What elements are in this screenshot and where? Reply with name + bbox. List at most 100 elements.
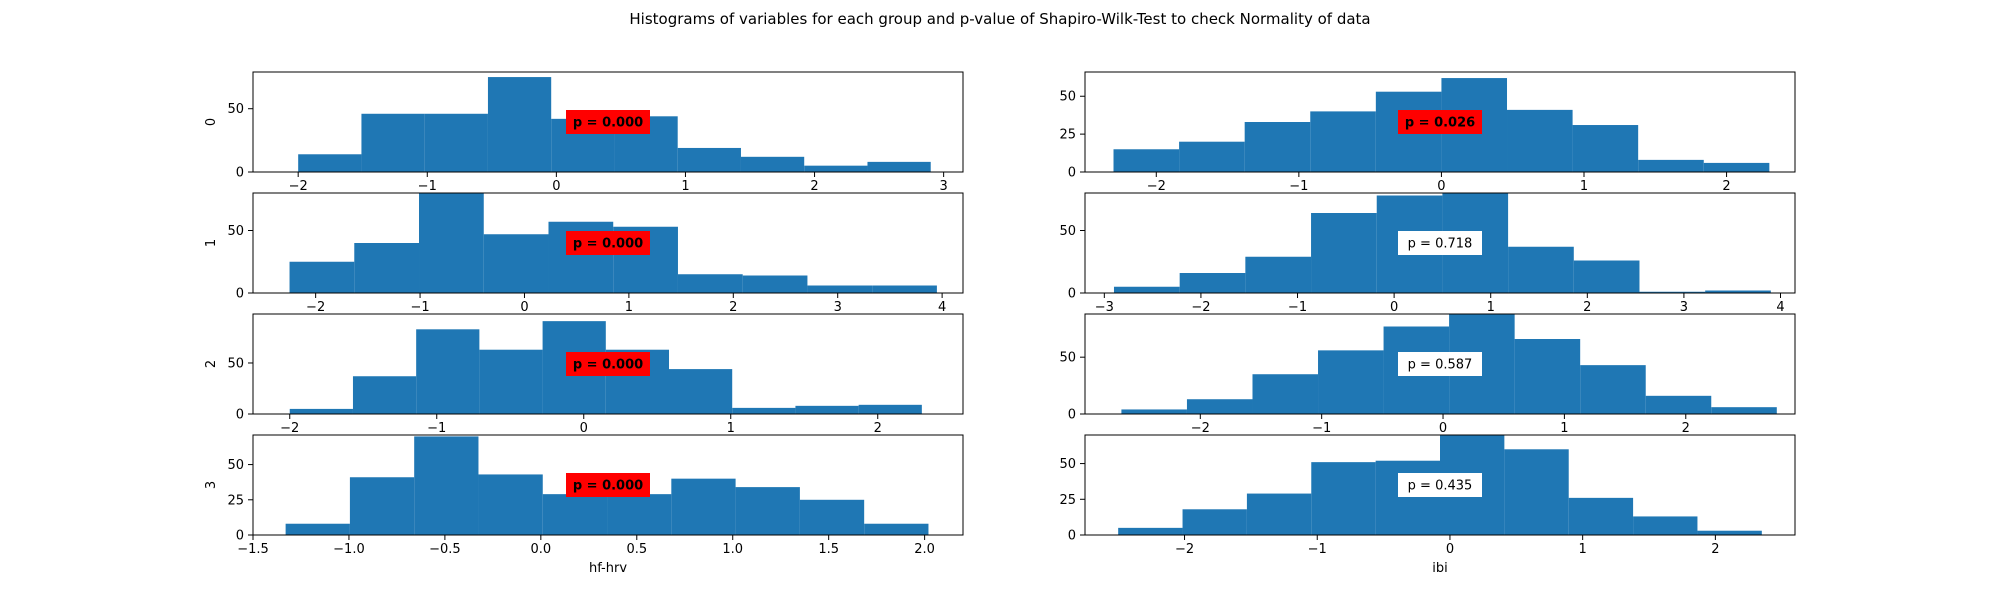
histogram-bar: [361, 113, 425, 172]
histogram-bar: [1179, 273, 1246, 293]
x-tick-label: −1: [418, 179, 437, 194]
x-tick-label: 0: [580, 421, 588, 436]
histogram-bar: [1705, 290, 1771, 293]
histogram-bar: [867, 161, 931, 172]
histogram-bar: [414, 436, 479, 535]
x-tick-label: −1.0: [333, 542, 365, 557]
histogram-bar: [1514, 339, 1581, 414]
subplot-hf-hrv-group-0: −2 −1 0 1 2 3 0 50 0 p = 0.000: [204, 71, 964, 194]
p-value-label: p = 0.000: [573, 479, 643, 494]
axes-frame: [1084, 313, 1796, 415]
x-axis-label: ibi: [1432, 561, 1447, 576]
x-tick-label: −1: [1288, 300, 1307, 315]
y-tick-label: 0: [236, 166, 244, 181]
p-value-box: [566, 352, 650, 376]
histogram-bar: [1508, 246, 1574, 293]
x-tick-label: −1: [1289, 179, 1308, 194]
subplot-ibi-group-3: −2 −1 0 1 2 0 25 50 ibi p = 0.435: [1059, 434, 1796, 576]
x-tick-label: −2: [280, 421, 299, 436]
x-tick-label: 2: [1711, 542, 1719, 557]
y-tick-label: 25: [227, 493, 244, 508]
axes-frame: [1084, 192, 1796, 294]
histogram-bar: [1697, 530, 1762, 535]
x-tick-label: 2.0: [914, 542, 935, 557]
axes-frame: [1084, 434, 1796, 536]
histogram-bar: [1179, 141, 1245, 172]
x-tick-label: 3: [834, 300, 842, 315]
histogram-bar: [479, 349, 543, 414]
y-tick-label: 25: [1059, 128, 1076, 143]
x-tick-label: 3: [939, 179, 947, 194]
x-tick-label: 0: [1446, 542, 1454, 557]
histogram-bar: [735, 487, 800, 535]
x-tick-label: 2: [729, 300, 737, 315]
y-tick-label: 0: [236, 408, 244, 423]
x-tick-label: 0: [1439, 421, 1447, 436]
p-value-box: [1398, 231, 1482, 255]
histogram-bar: [1638, 159, 1704, 172]
histogram-bar: [424, 113, 488, 172]
y-tick-label: 0: [1068, 166, 1076, 181]
x-tick-label: −2: [1175, 542, 1194, 557]
histogram-bar: [289, 261, 355, 293]
histogram-bar: [419, 193, 484, 293]
histogram-bar: [740, 156, 805, 172]
p-value-label: p = 0.718: [1408, 237, 1473, 252]
histogram-bar: [1245, 256, 1312, 293]
y-axis-label: 1: [204, 239, 219, 247]
x-tick-label: 0.0: [530, 542, 551, 557]
p-value-box: [566, 110, 650, 134]
y-tick-label: 0: [1068, 529, 1076, 544]
y-tick-label: 50: [227, 458, 244, 473]
figure-title: Histograms of variables for each group a…: [629, 10, 1370, 28]
x-tick-label: 2: [1722, 179, 1730, 194]
histogram-bar: [1645, 395, 1712, 414]
histogram-bar: [483, 234, 549, 293]
histogram-bar: [1118, 527, 1183, 535]
histogram-bar: [1246, 493, 1312, 535]
p-value-box: [1398, 352, 1482, 376]
histogram-bar: [1311, 462, 1376, 535]
x-tick-label: 4: [938, 300, 946, 315]
histogram-bar: [1507, 109, 1573, 172]
x-tick-label: −2: [1191, 300, 1210, 315]
subplot-ibi-group-0: −2 −1 0 1 2 0 25 50 p = 0.026: [1059, 71, 1796, 194]
subplot-hf-hrv-group-2: −2 −1 0 1 2 0 50 2 p = 0.000: [204, 313, 964, 436]
x-tick-label: 3: [1680, 300, 1688, 315]
histogram-bar: [349, 477, 415, 535]
histogram-bar: [1375, 460, 1440, 535]
histogram-bar: [1568, 497, 1634, 535]
p-value-label: p = 0.026: [1405, 116, 1475, 131]
histogram-bar: [1311, 213, 1377, 293]
histogram-bar: [298, 154, 362, 172]
p-value-label: p = 0.000: [573, 358, 643, 373]
x-tick-label: −0.5: [429, 542, 461, 557]
y-tick-label: 0: [236, 529, 244, 544]
x-axis-label: hf-hrv: [589, 561, 627, 576]
y-tick-label: 50: [1059, 351, 1076, 366]
subplot-hf-hrv-group-1: −2 −1 0 1 2 3 4 0 50 1 p = 0.000: [204, 192, 964, 315]
y-tick-label: 50: [227, 102, 244, 117]
axes-frame: [252, 313, 964, 415]
histogram-bar: [1318, 350, 1384, 414]
subplot-ibi-group-1: −3 −2 −1 0 1 2 3 4 0 50 p = 0.718: [1059, 192, 1796, 315]
x-tick-label: 1: [727, 421, 735, 436]
histogram-bar: [1182, 509, 1247, 535]
x-tick-label: −1: [1312, 421, 1331, 436]
x-tick-label: 4: [1776, 300, 1784, 315]
histogram-bar: [416, 329, 480, 414]
histogram-bar: [1580, 365, 1646, 414]
y-tick-label: 0: [236, 287, 244, 302]
subplot-hf-hrv-group-3: −1.5 −1.0 −0.5 0.0 0.5 1.0 1.5 2.0 0 25 50 3 hf-hrv p…: [204, 434, 964, 576]
histogram-bar: [607, 494, 672, 535]
x-tick-label: 1.0: [722, 542, 743, 557]
histogram-bar: [864, 523, 929, 535]
histogram-bar: [1252, 374, 1319, 414]
subplot-ibi-group-2: −2 −1 0 1 2 0 50 p = 0.587: [1059, 313, 1796, 436]
histogram-bar: [478, 474, 543, 535]
histogram-bar: [1186, 399, 1253, 414]
axes-frame: [252, 71, 964, 173]
histogram-bar: [804, 165, 868, 172]
p-value-label: p = 0.587: [1408, 358, 1473, 373]
